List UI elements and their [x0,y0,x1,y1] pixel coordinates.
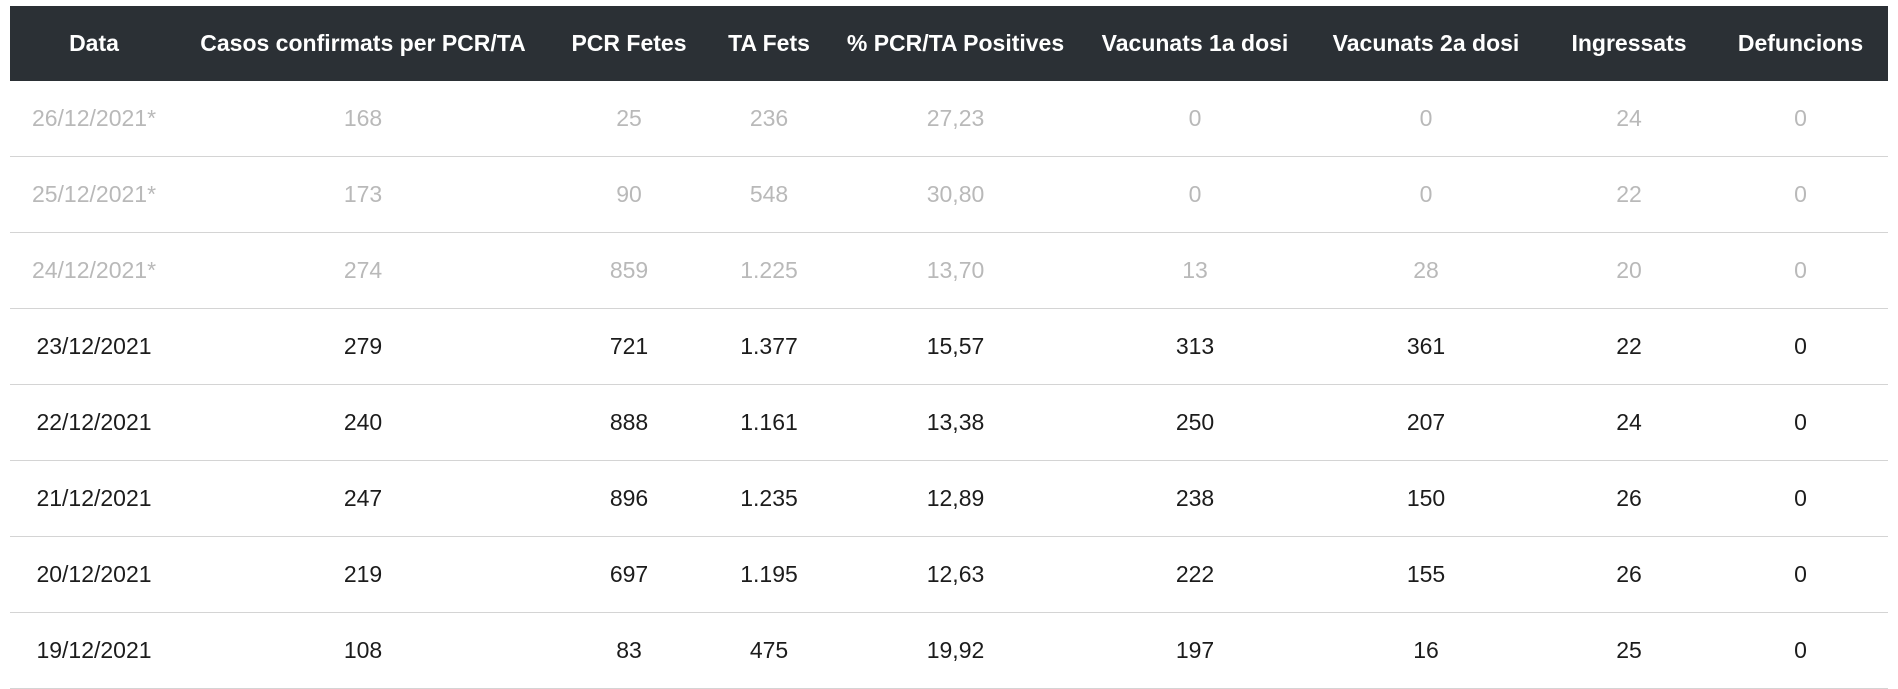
column-header[interactable]: Defuncions [1737,30,1864,56]
table-cell: 16 [1307,612,1545,689]
table-cell: 155 [1307,536,1545,613]
table-cell: 22 [1545,156,1713,233]
date-cell: 20/12/2021 [10,536,178,613]
table-cell: 90 [548,156,710,233]
table-cell: 0 [1307,156,1545,233]
covid-data-table-container: Data Casos confirmats per PCR/TA PCR Fetes… [10,6,1888,689]
column-header[interactable]: Casos confirmats per PCR/TA [200,30,526,56]
table-cell: 0 [1083,156,1307,233]
table-cell: 0 [1307,81,1545,157]
table-header-row: Data Casos confirmats per PCR/TA PCR Fetes… [10,6,1888,81]
table-cell: 13,38 [828,384,1083,461]
table-cell: 13 [1083,232,1307,309]
date-cell: 23/12/2021 [10,308,178,385]
table-row: 21/12/2021 247 896 1.235 12,89 238 150 26 0 [10,460,1888,537]
table-cell: 12,89 [828,460,1083,537]
table-cell: 26 [1545,536,1713,613]
column-header[interactable]: TA Fets [728,30,810,56]
column-header[interactable]: Ingressats [1571,30,1687,56]
table-cell: 238 [1083,460,1307,537]
table-cell: 274 [178,232,548,309]
column-header[interactable]: PCR Fetes [571,30,687,56]
table-cell: 0 [1713,612,1888,689]
table-cell: 12,63 [828,536,1083,613]
table-cell: 361 [1307,308,1545,385]
table-cell: 15,57 [828,308,1083,385]
table-cell: 475 [710,612,828,689]
column-header[interactable]: Data [69,30,119,56]
column-header[interactable]: % PCR/TA Positives [846,30,1065,56]
table-cell: 896 [548,460,710,537]
table-cell: 22 [1545,308,1713,385]
table-cell: 888 [548,384,710,461]
table-cell: 219 [178,536,548,613]
table-cell: 0 [1713,536,1888,613]
covid-data-table: Data Casos confirmats per PCR/TA PCR Fetes… [10,6,1888,689]
table-cell: 247 [178,460,548,537]
table-cell: 173 [178,156,548,233]
table-cell: 27,23 [828,81,1083,157]
table-row-provisional: 25/12/2021* 173 90 548 30,80 0 0 22 0 [10,156,1888,233]
date-cell: 19/12/2021 [10,612,178,689]
table-cell: 24 [1545,81,1713,157]
table-cell: 0 [1713,308,1888,385]
table-header: Data Casos confirmats per PCR/TA PCR Fetes… [10,6,1888,81]
table-cell: 1.225 [710,232,828,309]
table-cell: 222 [1083,536,1307,613]
table-cell: 24 [1545,384,1713,461]
table-cell: 207 [1307,384,1545,461]
table-cell: 1.195 [710,536,828,613]
table-row: 19/12/2021 108 83 475 19,92 197 16 25 0 [10,612,1888,689]
table-cell: 697 [548,536,710,613]
table-row-provisional: 24/12/2021* 274 859 1.225 13,70 13 28 20 0 [10,232,1888,309]
table-cell: 721 [548,308,710,385]
table-row: 20/12/2021 219 697 1.195 12,63 222 155 26 0 [10,536,1888,613]
table-row-provisional: 26/12/2021* 168 25 236 27,23 0 0 24 0 [10,81,1888,157]
table-cell: 1.377 [710,308,828,385]
table-cell: 1.161 [710,384,828,461]
table-cell: 25 [548,81,710,157]
table-row: 23/12/2021 279 721 1.377 15,57 313 361 22 0 [10,308,1888,385]
date-cell: 21/12/2021 [10,460,178,537]
date-cell: 22/12/2021 [10,384,178,461]
table-cell: 1.235 [710,460,828,537]
table-cell: 0 [1713,460,1888,537]
table-cell: 548 [710,156,828,233]
table-cell: 150 [1307,460,1545,537]
table-cell: 313 [1083,308,1307,385]
table-cell: 0 [1713,384,1888,461]
column-header[interactable]: Vacunats 1a dosi [1101,30,1289,56]
table-cell: 0 [1083,81,1307,157]
table-cell: 83 [548,612,710,689]
table-cell: 26 [1545,460,1713,537]
date-cell: 24/12/2021* [10,232,178,309]
table-row: 22/12/2021 240 888 1.161 13,38 250 207 24 0 [10,384,1888,461]
table-cell: 197 [1083,612,1307,689]
table-cell: 0 [1713,81,1888,157]
table-cell: 0 [1713,156,1888,233]
table-cell: 108 [178,612,548,689]
table-cell: 240 [178,384,548,461]
table-cell: 13,70 [828,232,1083,309]
table-cell: 25 [1545,612,1713,689]
table-cell: 236 [710,81,828,157]
table-cell: 168 [178,81,548,157]
table-cell: 20 [1545,232,1713,309]
table-cell: 30,80 [828,156,1083,233]
table-cell: 0 [1713,232,1888,309]
date-cell: 25/12/2021* [10,156,178,233]
table-body: 26/12/2021* 168 25 236 27,23 0 0 24 0 25/12/2021*… [10,81,1888,689]
table-cell: 859 [548,232,710,309]
table-cell: 28 [1307,232,1545,309]
date-cell: 26/12/2021* [10,81,178,157]
table-cell: 279 [178,308,548,385]
column-header[interactable]: Vacunats 2a dosi [1332,30,1520,56]
table-cell: 19,92 [828,612,1083,689]
table-cell: 250 [1083,384,1307,461]
